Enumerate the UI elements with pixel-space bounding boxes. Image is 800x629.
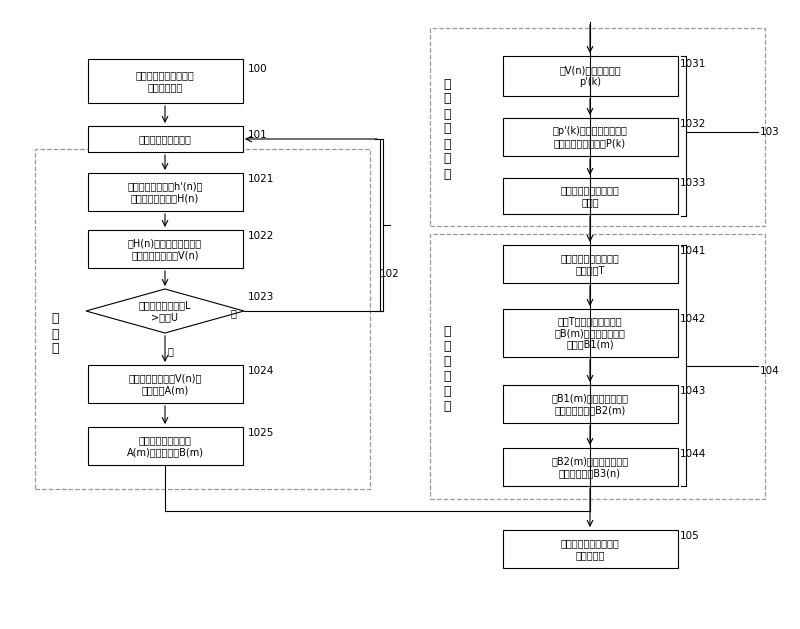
Text: 对B2(m)进行还原，得到
动态基线序列B3(n): 对B2(m)进行还原，得到 动态基线序列B3(n) — [551, 456, 629, 478]
Bar — [430, 28, 765, 226]
Bar — [87, 126, 242, 152]
Text: 1023: 1023 — [248, 292, 274, 302]
Text: 1032: 1032 — [680, 119, 706, 129]
Text: 1042: 1042 — [680, 314, 706, 324]
Text: 对胎心率数据序列h'(n)进
行转换得到新序列H(n): 对胎心率数据序列h'(n)进 行转换得到新序列H(n) — [127, 181, 202, 203]
Text: 103: 103 — [760, 127, 780, 137]
Text: 1024: 1024 — [248, 366, 274, 376]
Text: 1043: 1043 — [680, 386, 706, 396]
Text: 对V(n)求其频率分布
p'(k): 对V(n)求其频率分布 p'(k) — [559, 65, 621, 87]
Bar — [87, 365, 242, 403]
Polygon shape — [86, 289, 244, 333]
Text: 102: 102 — [380, 269, 400, 279]
Bar — [502, 530, 678, 568]
Text: 主
占
优
峰
值
选
取: 主 占 优 峰 值 选 取 — [443, 77, 450, 181]
Text: 1031: 1031 — [680, 59, 706, 69]
Text: 对p'(k)按胎心率值从小到
大排序得到分布序列P(k): 对p'(k)按胎心率值从小到 大排序得到分布序列P(k) — [553, 126, 627, 148]
Bar — [87, 173, 242, 211]
Text: 1033: 1033 — [680, 178, 706, 188]
Bar — [430, 234, 765, 499]
Text: 动
态
基
线
识
别: 动 态 基 线 识 别 — [443, 325, 450, 413]
Text: 1025: 1025 — [248, 428, 274, 438]
Text: 对H(n)进行错误数据处理
得到有效胎心序列V(n): 对H(n)进行错误数据处理 得到有效胎心序列V(n) — [128, 238, 202, 260]
Bar — [502, 385, 678, 423]
Bar — [87, 230, 242, 268]
Text: 将动态胎心率基线进行
显示和打印: 将动态胎心率基线进行 显示和打印 — [561, 538, 619, 560]
Text: 1041: 1041 — [680, 246, 706, 256]
Text: 采用线性插值法处理
A(m)得到新序列B(m): 采用线性插值法处理 A(m)得到新序列B(m) — [126, 435, 203, 457]
Bar — [87, 59, 242, 103]
Bar — [502, 118, 678, 156]
Text: 是: 是 — [167, 346, 173, 356]
Bar — [502, 245, 678, 283]
Bar — [502, 448, 678, 486]
Text: 采集并处理胎心信号得
到胎心率数据: 采集并处理胎心信号得 到胎心率数据 — [136, 70, 194, 92]
Text: 104: 104 — [760, 366, 780, 376]
Text: 101: 101 — [248, 130, 268, 140]
Text: 采用均值滤波处理V(n)得
到新序列A(m): 采用均值滤波处理V(n)得 到新序列A(m) — [128, 373, 202, 395]
Bar — [502, 309, 678, 357]
Text: 进行胎心率数据采集: 进行胎心率数据采集 — [138, 134, 191, 144]
Bar — [87, 427, 242, 465]
Text: 100: 100 — [248, 64, 268, 74]
Text: 105: 105 — [680, 531, 700, 541]
Text: 1022: 1022 — [248, 231, 274, 241]
Bar — [35, 149, 370, 489]
Text: 1044: 1044 — [680, 449, 706, 459]
Text: 对B1(m)进行校验，得到
预动态基线序列B2(m): 对B1(m)进行校验，得到 预动态基线序列B2(m) — [551, 393, 629, 415]
Bar — [502, 56, 678, 96]
Text: 根据频率分布求出主占
优峰值: 根据频率分布求出主占 优峰值 — [561, 185, 619, 207]
Text: 预
处
理: 预 处 理 — [51, 313, 58, 355]
Text: 根据T，采用低通滤波处
理B(m)，得到预动态基
线序列B1(m): 根据T，采用低通滤波处 理B(m)，得到预动态基 线序列B1(m) — [554, 316, 626, 350]
Bar — [502, 178, 678, 214]
Text: 1021: 1021 — [248, 174, 274, 184]
Text: 根据主占优峰值求出滤
波起始点T: 根据主占优峰值求出滤 波起始点T — [561, 253, 619, 275]
Text: 计算出有效数据率L
>阈值U: 计算出有效数据率L >阈值U — [138, 300, 191, 322]
Text: 否: 否 — [230, 308, 236, 318]
